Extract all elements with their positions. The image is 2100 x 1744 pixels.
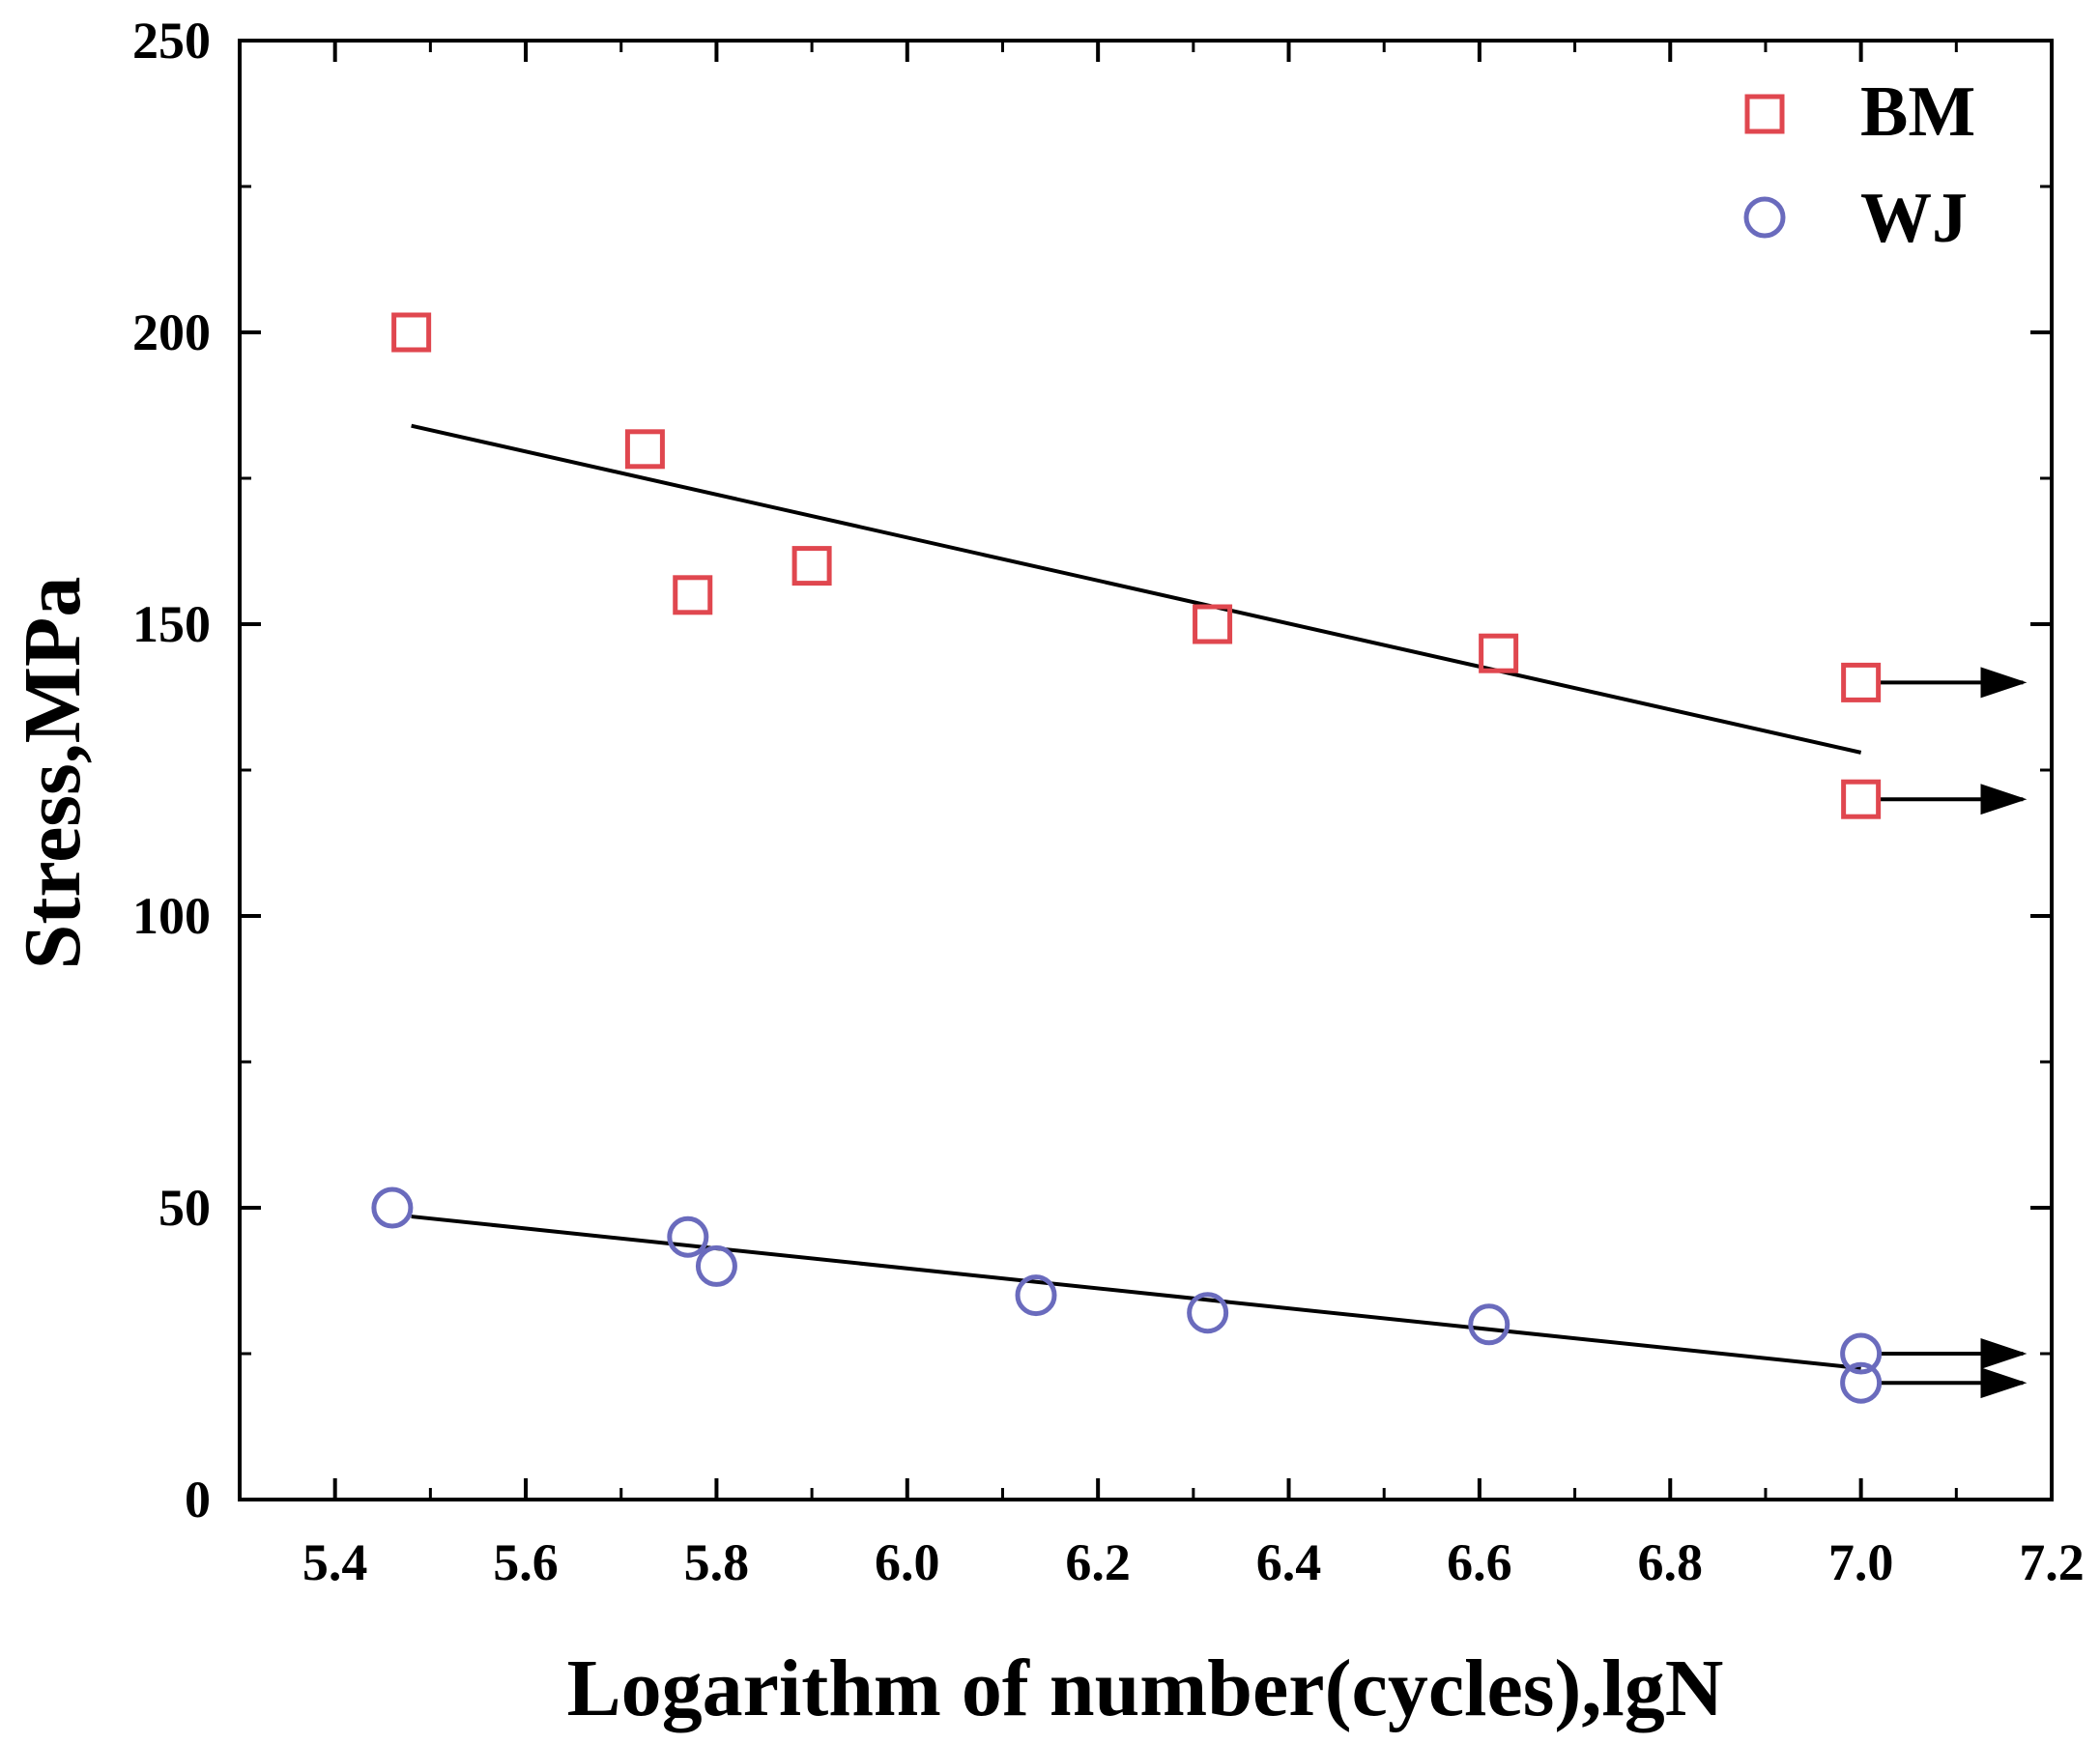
bm-point [791,546,832,586]
y-tick-label: 100 [132,887,211,945]
bm-point [391,312,432,353]
wj-point [1840,1332,1883,1375]
y-tick-label: 250 [132,12,211,70]
y-axis-title: Stress,MPa [8,577,98,970]
x-tick-label: 6.0 [875,1533,940,1591]
x-tick-label: 6.2 [1065,1533,1131,1591]
bm-point [624,429,665,470]
bm-point [1479,633,1519,673]
x-axis-ticks: 5.4 5.6 5.8 6.0 6.2 6.4 6.6 6.8 7.0 7.2 [302,41,2085,1591]
wj-point [1468,1303,1510,1346]
data-points [371,312,1883,1404]
x-tick-label: 5.4 [302,1533,368,1591]
y-tick-label: 150 [132,595,211,653]
legend: BM WJ [1743,72,1975,258]
x-tick-label: 6.6 [1447,1533,1512,1591]
legend-marker-wj [1743,196,1786,239]
wj-point [1840,1361,1883,1404]
x-tick-label: 6.4 [1256,1533,1322,1591]
x-axis-title: Logarithm of number(cycles),lgN [567,1644,1724,1733]
x-tick-label: 5.8 [684,1533,750,1591]
x-tick-label: 6.8 [1638,1533,1704,1591]
bm-point [1193,604,1233,644]
legend-label-wj: WJ [1860,179,1968,258]
legend-marker-bm [1744,94,1785,134]
x-tick-label: 5.6 [493,1533,559,1591]
bm-point [1841,779,1882,819]
y-axis-ticks: 0 50 100 150 200 250 [132,12,2052,1529]
wj-point [667,1215,709,1258]
wj-point [1187,1292,1229,1334]
x-tick-label: 7.2 [2019,1533,2085,1591]
bm-point [673,575,713,615]
wj-point [371,1186,414,1229]
x-tick-label: 7.0 [1828,1533,1894,1591]
bm-point [1841,662,1882,702]
wj-point [1015,1274,1057,1317]
y-tick-label: 200 [132,303,211,361]
y-tick-label: 0 [185,1471,211,1529]
runout-arrows [1880,667,2028,1399]
fit-line-bm [411,423,1862,755]
plot-frame [238,39,2054,1501]
legend-label-bm: BM [1860,72,1975,152]
fit-lines [411,423,1862,1371]
y-tick-label: 50 [158,1179,211,1237]
wj-point [695,1244,737,1287]
fit-line-wj [411,1215,1861,1371]
